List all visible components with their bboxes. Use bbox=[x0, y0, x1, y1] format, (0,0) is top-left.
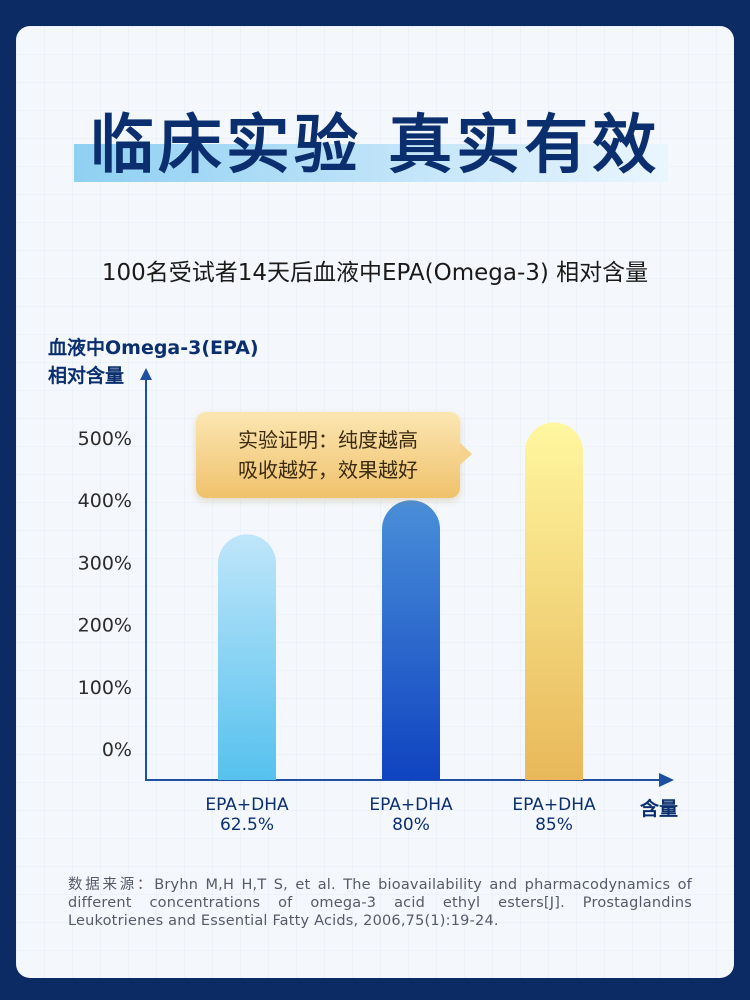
callout-line-2: 吸收越好，效果越好 bbox=[238, 458, 418, 482]
callout-line-1: 实验证明：纯度越高 bbox=[238, 428, 418, 452]
x-axis-title: 含量 bbox=[640, 797, 678, 820]
x-tick-label: EPA+DHA bbox=[205, 795, 289, 815]
y-axis-title-line2: 相对含量 bbox=[48, 364, 124, 387]
source-note: 数据来源：Bryhn M,H H,T S, et al. The bioavai… bbox=[68, 877, 692, 929]
x-axis-arrow-icon bbox=[659, 773, 674, 787]
x-tick-sublabel: 85% bbox=[535, 815, 573, 835]
content-card: 临床实验 真实有效 100名受试者14天后血液中EPA(Omega-3) 相对含… bbox=[16, 26, 734, 978]
y-tick-label: 100% bbox=[78, 677, 132, 699]
y-tick-label: 400% bbox=[78, 490, 132, 512]
bar-1 bbox=[218, 534, 276, 780]
y-tick-label: 300% bbox=[78, 552, 132, 574]
bar-3 bbox=[525, 422, 583, 780]
y-tick-label: 200% bbox=[78, 615, 132, 637]
x-tick-label: EPA+DHA bbox=[369, 795, 453, 815]
y-axis-title-line1: 血液中Omega-3(EPA) bbox=[48, 336, 259, 359]
callout-bubble: 实验证明：纯度越高 吸收越好，效果越好 bbox=[196, 412, 472, 498]
x-tick-sublabel: 80% bbox=[392, 815, 430, 835]
bar-chart: 血液中Omega-3(EPA) 相对含量 500% 400% 300% 200% 100… bbox=[48, 336, 678, 835]
page-title: 临床实验 真实有效 bbox=[89, 109, 661, 183]
y-tick-label: 0% bbox=[102, 739, 132, 761]
y-axis-arrow-icon bbox=[140, 368, 152, 380]
x-tick-sublabel: 62.5% bbox=[220, 815, 274, 835]
y-tick-label: 500% bbox=[78, 428, 132, 450]
bar-2 bbox=[382, 500, 440, 780]
x-tick-label: EPA+DHA bbox=[512, 795, 596, 815]
headline-highlight bbox=[74, 144, 668, 182]
chart-subtitle: 100名受试者14天后血液中EPA(Omega-3) 相对含量 bbox=[101, 260, 649, 286]
